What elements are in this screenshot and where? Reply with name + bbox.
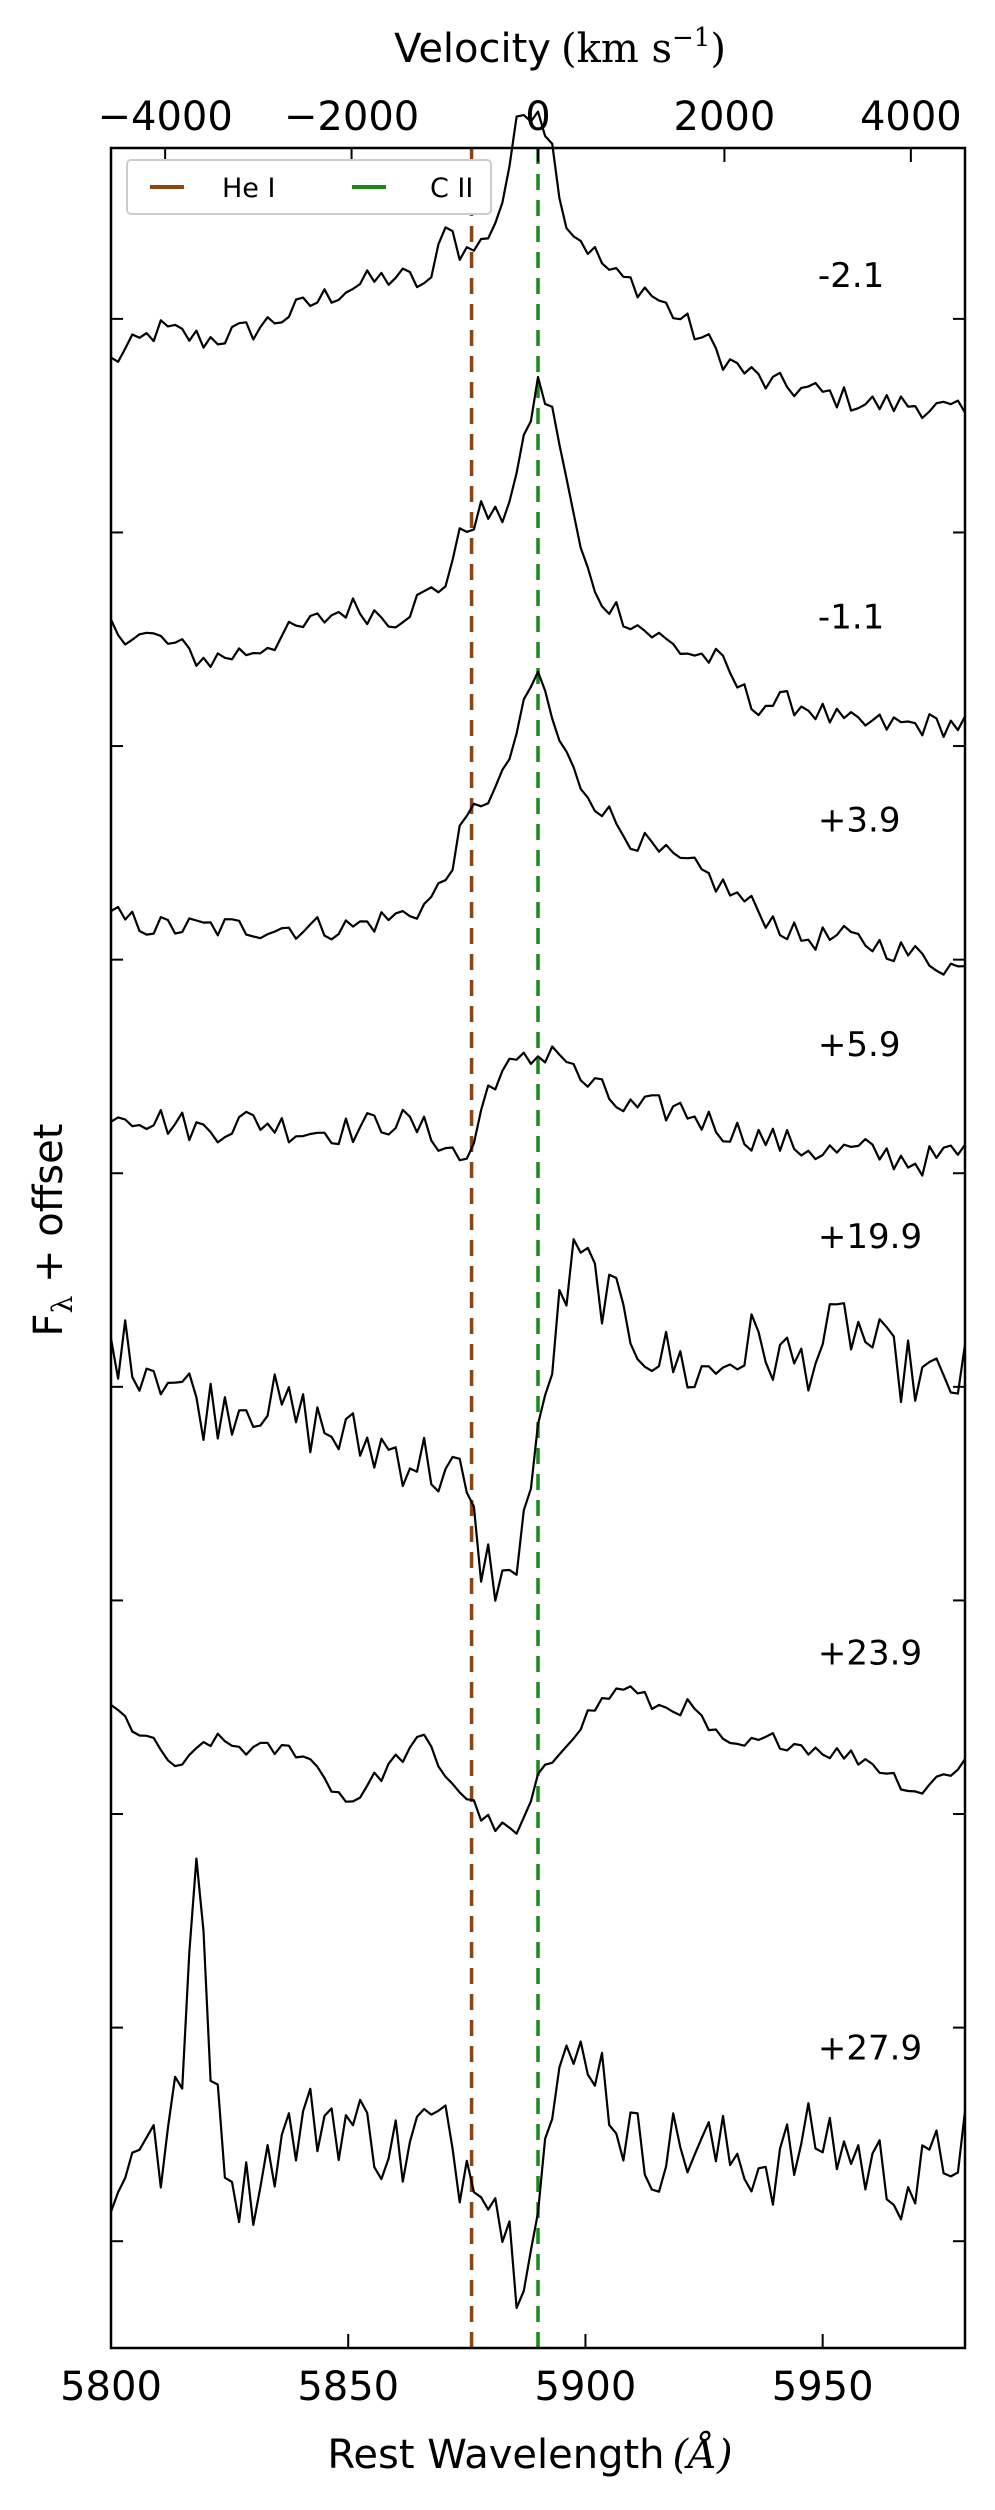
x-tick-label-5800: 5800 xyxy=(60,2364,162,2410)
series-line-5 xyxy=(110,1685,966,1835)
top-axis-unit: (km s xyxy=(561,26,672,72)
top-axis-title: Velocity (km s−1) xyxy=(394,23,726,72)
series-label-6: +27.9 xyxy=(818,2029,922,2069)
top-axis-label: Velocity xyxy=(394,26,551,72)
series-line-2 xyxy=(110,670,966,976)
x-tick-label-5950: 5950 xyxy=(772,2364,874,2410)
series-line-4 xyxy=(109,1238,967,1602)
series-label-0: -2.1 xyxy=(818,256,884,296)
legend-label-he-i: He I xyxy=(222,173,275,204)
y-axis-sub: λ xyxy=(46,1296,79,1314)
series-line-1 xyxy=(109,375,966,739)
y-axis-suffix: + offset xyxy=(26,1124,72,1296)
legend-label-c-ii: C II xyxy=(430,173,473,204)
x-axis-label: Rest Wavelength xyxy=(327,2432,664,2478)
top-axis-unit-end: ) xyxy=(710,26,726,72)
series-label-2: +3.9 xyxy=(818,800,901,840)
x-tick-label-5900: 5900 xyxy=(535,2364,637,2410)
top-tick-label-2: 0 xyxy=(525,94,550,140)
top-tick-label-4: 4000 xyxy=(860,94,962,140)
y-axis-label: F xyxy=(26,1313,72,1336)
series-label-1: -1.1 xyxy=(818,598,884,638)
series-label-5: +23.9 xyxy=(818,1634,922,1674)
series-line-0 xyxy=(110,110,966,420)
legend: He I C II xyxy=(126,159,492,215)
x-axis-title: Rest Wavelength (Å) xyxy=(327,2431,732,2478)
series-label-4: +19.9 xyxy=(818,1217,922,1257)
series-label-3: +5.9 xyxy=(818,1025,901,1065)
x-axis-unit: (Å) xyxy=(673,2431,733,2478)
series-line-6 xyxy=(109,1857,967,2309)
top-axis-unit-exp: −1 xyxy=(672,23,710,53)
top-tick-label-1: −2000 xyxy=(284,94,419,140)
top-tick-label-0: −4000 xyxy=(97,94,232,140)
series-line-3 xyxy=(110,1045,966,1177)
x-tick-label-5850: 5850 xyxy=(297,2364,399,2410)
top-tick-label-3: 2000 xyxy=(674,94,776,140)
legend-box xyxy=(126,159,492,215)
y-axis-title: Fλ + offset xyxy=(26,1124,79,1337)
